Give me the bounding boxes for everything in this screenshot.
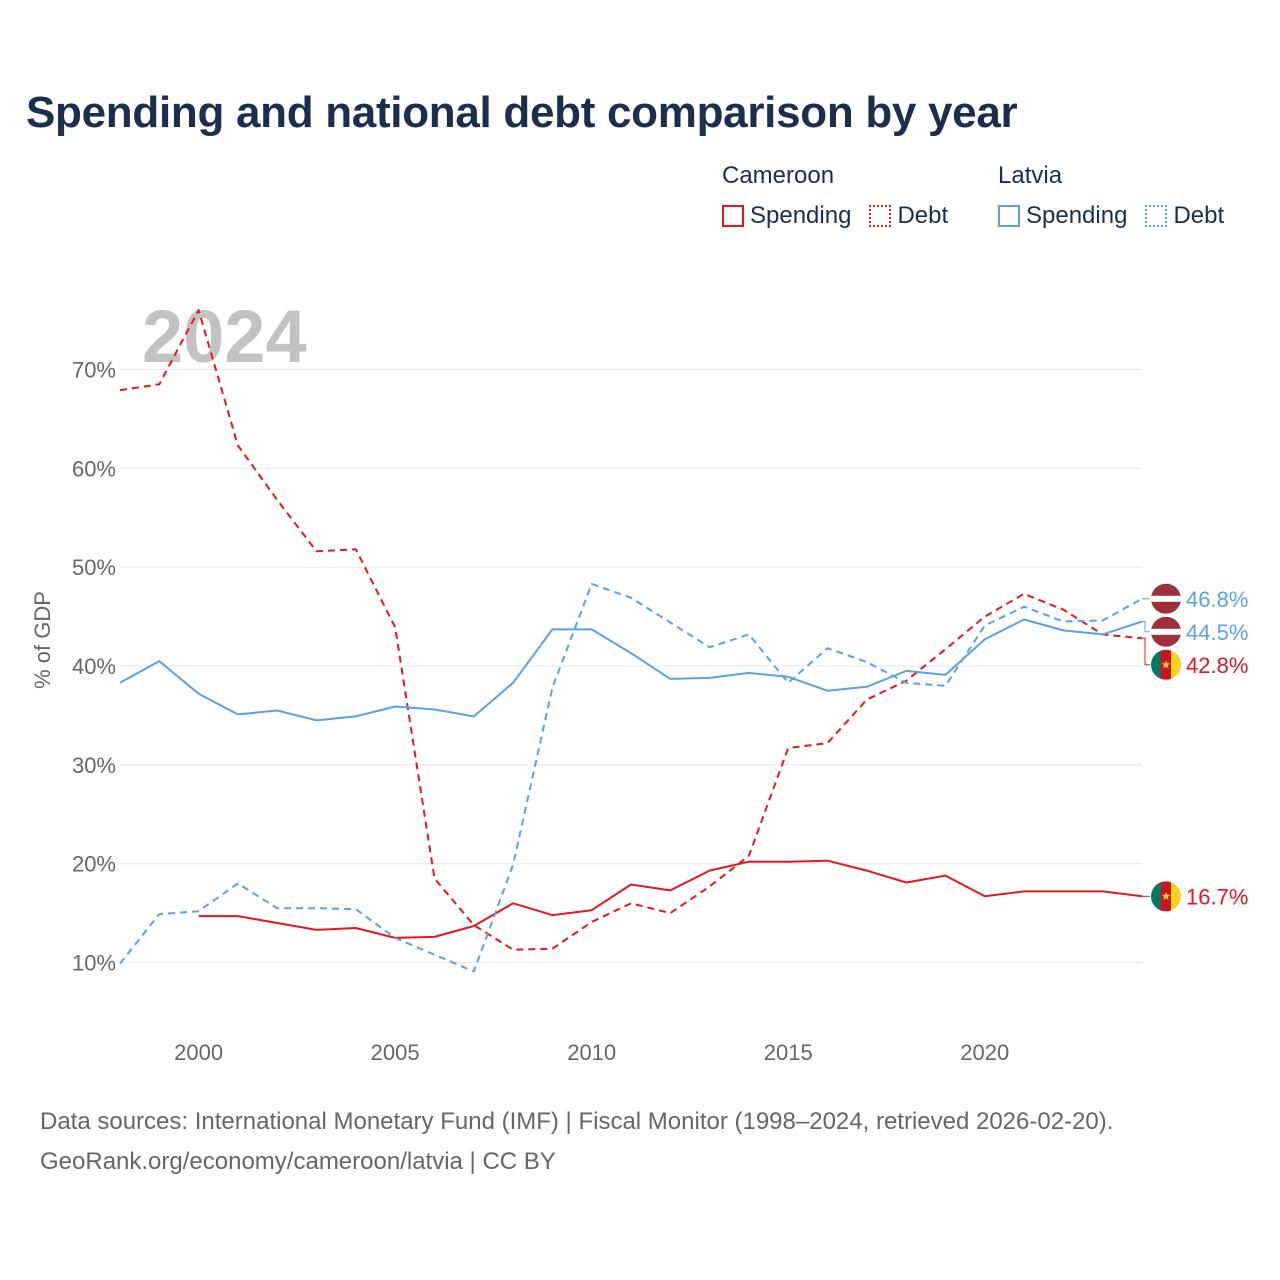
y-axis-label: % of GDP (30, 591, 55, 689)
grid (120, 368, 1142, 964)
end-labels: 46.8% 44.5% 42.8% 16.7% (1142, 583, 1248, 912)
series (119, 309, 1143, 973)
y-tick-label: 10% (72, 951, 116, 976)
series-line-cmr-debt[interactable] (119, 309, 1143, 951)
legend-latvia: Latvia Spending Debt (998, 162, 1224, 230)
legend-swatch-latvia-spending (998, 205, 1020, 227)
legend-item-latvia-spending[interactable]: Spending (998, 202, 1127, 230)
end-label-connector (1142, 637, 1150, 666)
legend-swatch-cameroon-debt (869, 205, 892, 227)
y-tick-label: 50% (72, 555, 116, 580)
end-value-label: 16.7% (1186, 884, 1248, 909)
axes: 10% 20% 30% 40% 50% 60% 70% 2000 2005 2010 2015 202… (30, 357, 1009, 1065)
chart-title: Spending and national debt comparison by… (26, 88, 1018, 137)
end-value-label: 42.8% (1186, 653, 1248, 678)
legend-latvia-title: Latvia (998, 162, 1063, 189)
series-line-lva-spending[interactable] (119, 618, 1143, 722)
legend-cameroon: Cameroon Spending Debt (722, 162, 948, 230)
end-value-label: 46.8% (1186, 587, 1248, 612)
x-tick-label: 2015 (764, 1040, 813, 1065)
y-tick-label: 40% (72, 654, 116, 679)
cameroon-flag-icon (1151, 881, 1181, 912)
y-tick-label: 30% (72, 753, 116, 778)
y-tick-label: 70% (72, 357, 116, 382)
end-label-connector (1142, 621, 1150, 633)
x-tick-label: 2010 (567, 1040, 616, 1065)
latvia-flag-icon (1151, 616, 1181, 647)
latvia-flag-icon (1151, 583, 1181, 614)
source-link[interactable]: GeoRank.org/economy/cameroon/latvia | CC… (40, 1148, 556, 1175)
legend-label-cameroon-debt: Debt (897, 202, 949, 229)
legend-label-latvia-spending: Spending (1026, 202, 1128, 229)
cameroon-flag-icon (1151, 649, 1181, 680)
legend-label-cameroon-spending: Spending (750, 202, 852, 229)
legend-item-cameroon-spending[interactable]: Spending (722, 202, 851, 230)
legend-item-latvia-debt[interactable]: Debt (1145, 202, 1224, 230)
legend-swatch-latvia-debt (1145, 205, 1168, 227)
year-watermark: 2024 (142, 295, 307, 378)
x-tick-label: 2005 (371, 1040, 420, 1065)
legend-cameroon-title: Cameroon (722, 162, 835, 189)
end-value-label: 44.5% (1186, 620, 1248, 645)
x-tick-label: 2000 (174, 1040, 223, 1065)
legend-swatch-cameroon-spending (722, 205, 744, 227)
y-tick-label: 20% (72, 852, 116, 877)
legend-item-cameroon-debt[interactable]: Debt (869, 202, 948, 230)
x-tick-label: 2020 (960, 1040, 1009, 1065)
series-line-lva-debt[interactable] (119, 582, 1143, 973)
legend-label-latvia-debt: Debt (1173, 202, 1225, 229)
series-line-cmr-spending[interactable] (198, 859, 1143, 939)
y-tick-label: 60% (72, 456, 116, 481)
source-note: Data sources: International Monetary Fun… (40, 1108, 1114, 1135)
